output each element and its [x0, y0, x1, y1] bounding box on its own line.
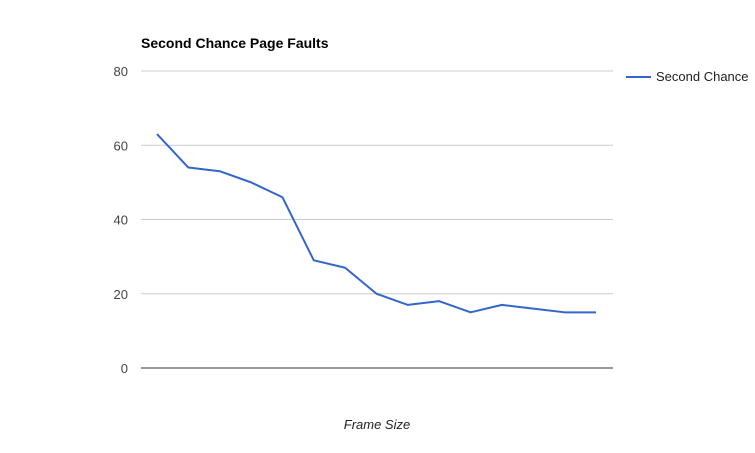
y-tick-label-80: 80: [114, 64, 128, 79]
series-line-second-chance: [156, 133, 596, 314]
y-tick-label-40: 40: [114, 213, 128, 228]
legend: Second Chance: [626, 69, 749, 84]
x-axis-label: Frame Size: [344, 417, 410, 432]
y-axis-ticks: 0 20 40 60 80: [114, 64, 128, 376]
y-tick-label-60: 60: [114, 138, 128, 153]
grid: [141, 70, 613, 369]
y-tick-label-20: 20: [114, 287, 128, 302]
legend-label-second-chance: Second Chance: [656, 69, 749, 84]
series-layer: [156, 133, 596, 314]
y-tick-label-0: 0: [121, 361, 128, 376]
chart-title: Second Chance Page Faults: [141, 35, 329, 51]
